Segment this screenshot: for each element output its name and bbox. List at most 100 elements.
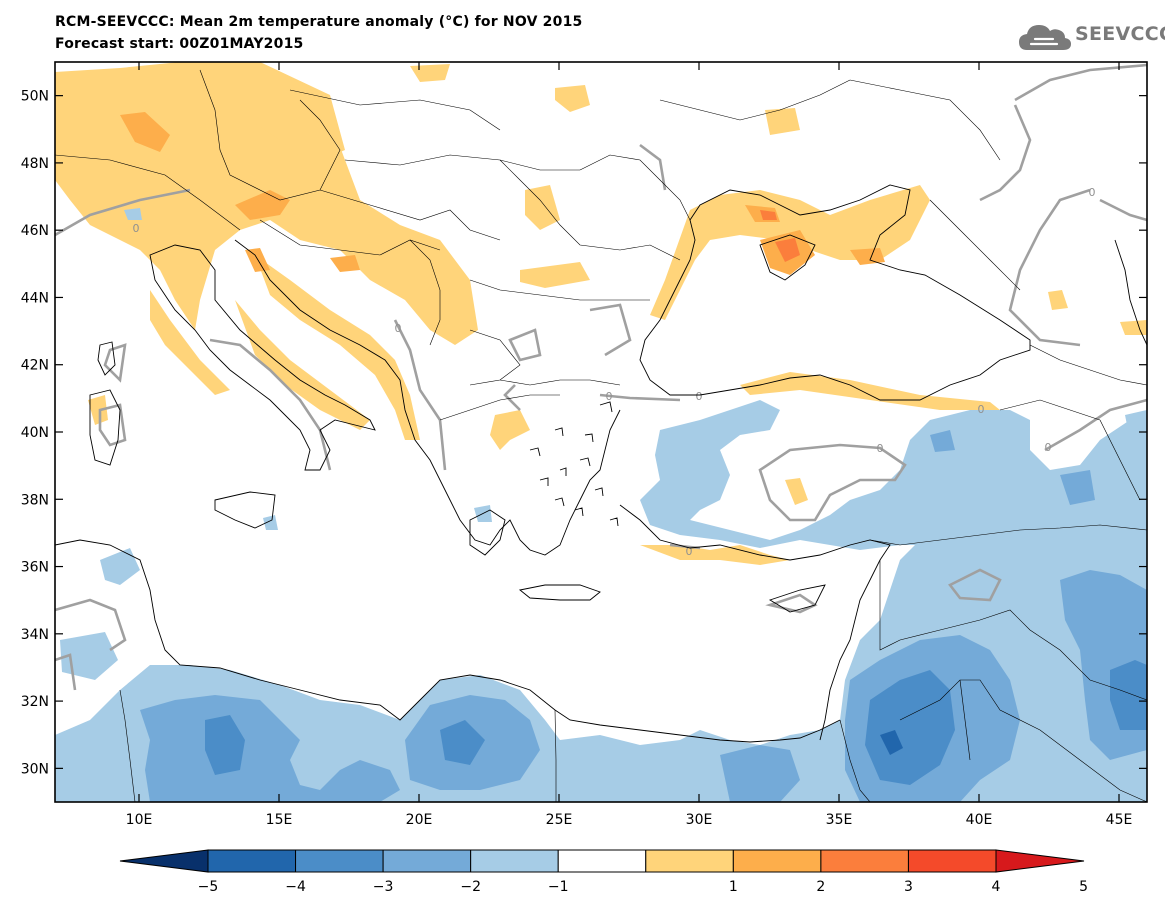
colorbar-segment <box>470 849 559 873</box>
warm-region-italy-coast <box>150 290 230 395</box>
warm-region-romania <box>525 185 560 230</box>
coast-peloponnese <box>469 509 506 556</box>
coast-cyprus <box>768 584 826 613</box>
lat-tick-label: 36N <box>21 560 49 576</box>
lon-tick-label: 10E <box>126 812 153 828</box>
warm-region-adriatic <box>255 255 420 440</box>
contour-label-zero: 0 <box>1089 186 1096 199</box>
lat-tick-label: 42N <box>21 358 49 374</box>
cold-core-turkey-east <box>1060 470 1095 505</box>
lat-tick-label: 34N <box>21 627 49 643</box>
warm-region-black-sea-coast <box>650 185 930 320</box>
coast-sicily <box>214 491 276 529</box>
warm-peak-azov <box>760 210 777 220</box>
lat-tick-label: 38N <box>21 492 49 508</box>
lat-tick-label: 48N <box>21 156 49 172</box>
coast-corsica <box>97 341 116 376</box>
colorbar-segment <box>207 849 297 873</box>
lat-tick-label: 44N <box>21 290 49 306</box>
cold-peak-iraq <box>1110 660 1147 730</box>
longitude-axis: 10E 15E 20E 25E 30E 35E 40E 45E <box>126 62 1133 828</box>
colorbar-segment <box>557 849 647 873</box>
contour-label-zero: 0 <box>978 403 985 416</box>
cold-peak-libya-east <box>440 720 485 765</box>
colorbar-max-arrow <box>995 849 1085 873</box>
warm-region-ukraine1 <box>555 85 590 112</box>
colorbar-segment <box>907 849 997 873</box>
colorbar-segment <box>820 849 909 873</box>
cold-core-anatolia <box>930 430 955 452</box>
lon-tick-label: 25E <box>546 812 573 828</box>
contour-label-zero: 0 <box>606 390 613 403</box>
coast-crete <box>518 584 601 601</box>
cold-region-anatolia <box>640 400 1147 550</box>
colorbar-segment <box>295 849 384 873</box>
contour-labels: 0 0 0 0 0 0 0 0 0 <box>133 186 1096 558</box>
forecast-start-subtitle: Forecast start: 00Z01MAY2015 <box>55 36 304 52</box>
warm-region-poland <box>410 64 450 82</box>
map-title: RCM-SEEVCCC: Mean 2m temperature anomaly… <box>55 14 583 30</box>
warm-core-austria <box>235 190 290 220</box>
latitude-axis: 50N 48N 46N 44N 42N 40N 38N 36N 34N 32N 30N <box>21 89 1147 777</box>
warm-region-wallachia <box>520 262 590 288</box>
cold-peak-libya <box>205 715 245 775</box>
colorbar-label: 3 <box>904 879 913 895</box>
warm-region-central-anatolia <box>785 478 808 505</box>
coast-black-sea <box>639 184 1031 401</box>
colorbar-label: −2 <box>460 879 481 895</box>
lat-tick-label: 32N <box>21 694 49 710</box>
warm-region-ukraine2 <box>765 108 800 135</box>
lat-tick-label: 40N <box>21 425 49 441</box>
cold-region-sicily <box>263 515 278 530</box>
contour-label-zero: 0 <box>395 322 402 335</box>
colorbar-segment <box>382 849 472 873</box>
warm-region-sardinia <box>88 395 108 425</box>
zero-contours <box>55 63 1147 691</box>
coast-north-africa <box>55 539 841 743</box>
cold-region-algeria <box>60 632 118 680</box>
anomaly-field: 0 0 0 0 0 0 0 0 0 <box>55 62 1147 802</box>
warm-region-greece <box>490 410 530 450</box>
warm-core-croatia <box>330 255 360 272</box>
contour-label-zero: 0 <box>696 390 703 403</box>
colorbar-label: 4 <box>992 879 1001 895</box>
lat-tick-label: 50N <box>21 89 49 105</box>
coast-italy <box>149 244 376 471</box>
logo-text: SEEVCCC <box>1075 23 1165 45</box>
coast-adriatic-east <box>234 239 621 556</box>
colorbar-label: −4 <box>285 879 306 895</box>
warm-region-north <box>200 62 345 165</box>
lon-tick-label: 45E <box>1106 812 1133 828</box>
colorbar-label: 1 <box>729 879 738 895</box>
warm-region-italy-east <box>235 300 370 430</box>
cloud-icon <box>1019 25 1071 50</box>
warm-peak-crimea <box>775 238 800 262</box>
lon-tick-label: 35E <box>826 812 853 828</box>
warm-region-caucasus <box>1048 290 1068 310</box>
coast-sardinia <box>89 389 121 466</box>
lon-tick-label: 15E <box>266 812 293 828</box>
warm-core-kuban <box>850 248 885 265</box>
lat-tick-label: 30N <box>21 761 49 777</box>
lon-tick-label: 30E <box>686 812 713 828</box>
colorbar: −5 −4 −3 −2 −1 1 2 3 4 5 <box>119 849 1088 895</box>
warm-region-anatolia-south <box>640 545 790 565</box>
cold-core-egypt <box>720 745 800 802</box>
coast-anatolia-south <box>619 504 891 741</box>
colorbar-label: −1 <box>548 879 569 895</box>
colorbar-min-arrow <box>119 849 209 873</box>
cold-peak2-jordan <box>880 730 903 755</box>
coastlines <box>55 184 1147 743</box>
contour-label-zero: 0 <box>686 545 693 558</box>
seevccc-logo: SEEVCCC <box>1017 20 1165 60</box>
contour-label-zero: 0 <box>877 442 884 455</box>
colorbar-label: 5 <box>1079 879 1088 895</box>
cold-peak-jordan <box>865 670 955 785</box>
colorbar-label: −5 <box>198 879 219 895</box>
warm-core-germany <box>120 112 170 152</box>
contour-label-zero: 0 <box>133 222 140 235</box>
country-borders <box>55 69 1147 802</box>
cold-region-alps <box>124 208 142 220</box>
